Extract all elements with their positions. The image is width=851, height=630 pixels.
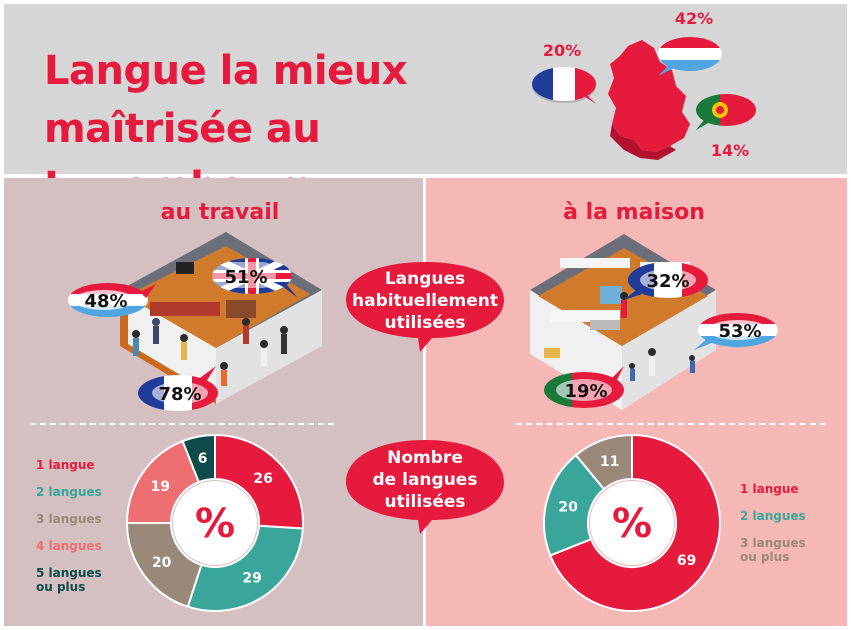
badge-french-home-value: 32% <box>646 271 689 292</box>
work-donut-center <box>173 481 257 565</box>
work-legend-2: 2 langues <box>36 485 102 499</box>
home-donut-chart: 69 20 11% <box>543 433 721 612</box>
work-donut-slice-label-3: 20 <box>152 555 172 571</box>
title-line-1: Langue la mieux <box>44 48 408 94</box>
speech-bubble-top <box>346 262 504 352</box>
bubble-top-line-2: habituellement <box>352 291 498 311</box>
office-illustration-icon <box>120 232 322 404</box>
home-legend-3: 3 langues <box>740 536 806 550</box>
bubble-bottom-text: Nombre de langues utilisées <box>346 447 504 513</box>
home-donut-slice-label-1: 69 <box>677 553 696 569</box>
luxembourg-flag-bubble-icon <box>658 37 722 76</box>
home-legend-1: 1 langue <box>740 482 799 496</box>
work-legend-4: 4 langues <box>36 539 102 553</box>
header-illustration: 20% 42% 14% <box>532 9 756 160</box>
badge-english <box>212 258 298 298</box>
speech-bubble-bottom <box>346 440 504 534</box>
badge-luxembourgish-home-value: 53% <box>718 321 761 342</box>
badge-portuguese-home-value: 19% <box>564 381 607 402</box>
bubble-bottom-line-3: utilisées <box>384 492 466 512</box>
work-donut-slice-2 <box>186 524 304 612</box>
header-stat-french: 20% <box>543 41 581 60</box>
badge-luxembourgish-work <box>68 283 156 317</box>
luxembourg-map-icon <box>608 40 690 152</box>
work-donut-slice-label-5: 6 <box>198 451 208 467</box>
home-donut-center-label: % <box>612 501 652 547</box>
home-donut-center <box>590 481 674 565</box>
work-donut-slice-5 <box>181 433 216 484</box>
work-donut-slice-label-2: 29 <box>242 571 261 587</box>
home-donut-slice-label-2: 20 <box>558 500 578 516</box>
work-donut-slice-label-1: 26 <box>253 471 272 487</box>
work-divider <box>30 423 334 425</box>
home-legend: 1 langue 2 langues 3 langues ou plus <box>740 482 806 564</box>
bubble-bottom-line-1: Nombre <box>387 448 463 468</box>
home-section-title: à la maison <box>563 200 705 225</box>
work-legend: 1 langue 2 langues 3 langues 4 langues 5… <box>36 458 102 594</box>
bubble-top-line-3: utilisées <box>384 313 466 333</box>
kitchen-illustration-icon <box>530 234 716 410</box>
home-legend-3b: ou plus <box>740 550 790 564</box>
work-donut-center-label: % <box>195 501 235 547</box>
home-divider <box>516 423 826 425</box>
work-donut-slice-label-4: 19 <box>151 479 170 495</box>
header-band <box>4 4 847 174</box>
french-flag-bubble-icon <box>532 67 596 104</box>
home-donut-slice-3 <box>574 433 633 491</box>
badge-french-work-value: 78% <box>158 384 201 405</box>
work-section-title: au travail <box>160 200 280 225</box>
work-legend-1: 1 langue <box>36 458 95 472</box>
badge-luxembourgish-home <box>694 313 778 350</box>
home-donut-slice-label-3: 11 <box>600 454 619 470</box>
work-legend-5b: ou plus <box>36 580 86 594</box>
work-legend-3: 3 langues <box>36 512 102 526</box>
bubble-bottom-line-2: de langues <box>372 470 478 490</box>
work-legend-5: 5 langues <box>36 566 102 580</box>
work-donut-chart: 26 29 20 19 6% <box>125 433 304 612</box>
header-stat-portuguese: 14% <box>711 141 749 160</box>
header-stat-luxembourgish: 42% <box>675 9 713 28</box>
bubble-top-line-1: Langues <box>384 269 466 289</box>
badge-english-value: 51% <box>224 267 267 288</box>
home-legend-2: 2 langues <box>740 509 806 523</box>
work-donut-slice-1 <box>214 433 304 530</box>
bubble-top-text: Langues habituellement utilisées <box>346 268 504 334</box>
home-donut-slice-1 <box>548 433 721 612</box>
badge-luxembourgish-work-value: 48% <box>84 291 127 312</box>
